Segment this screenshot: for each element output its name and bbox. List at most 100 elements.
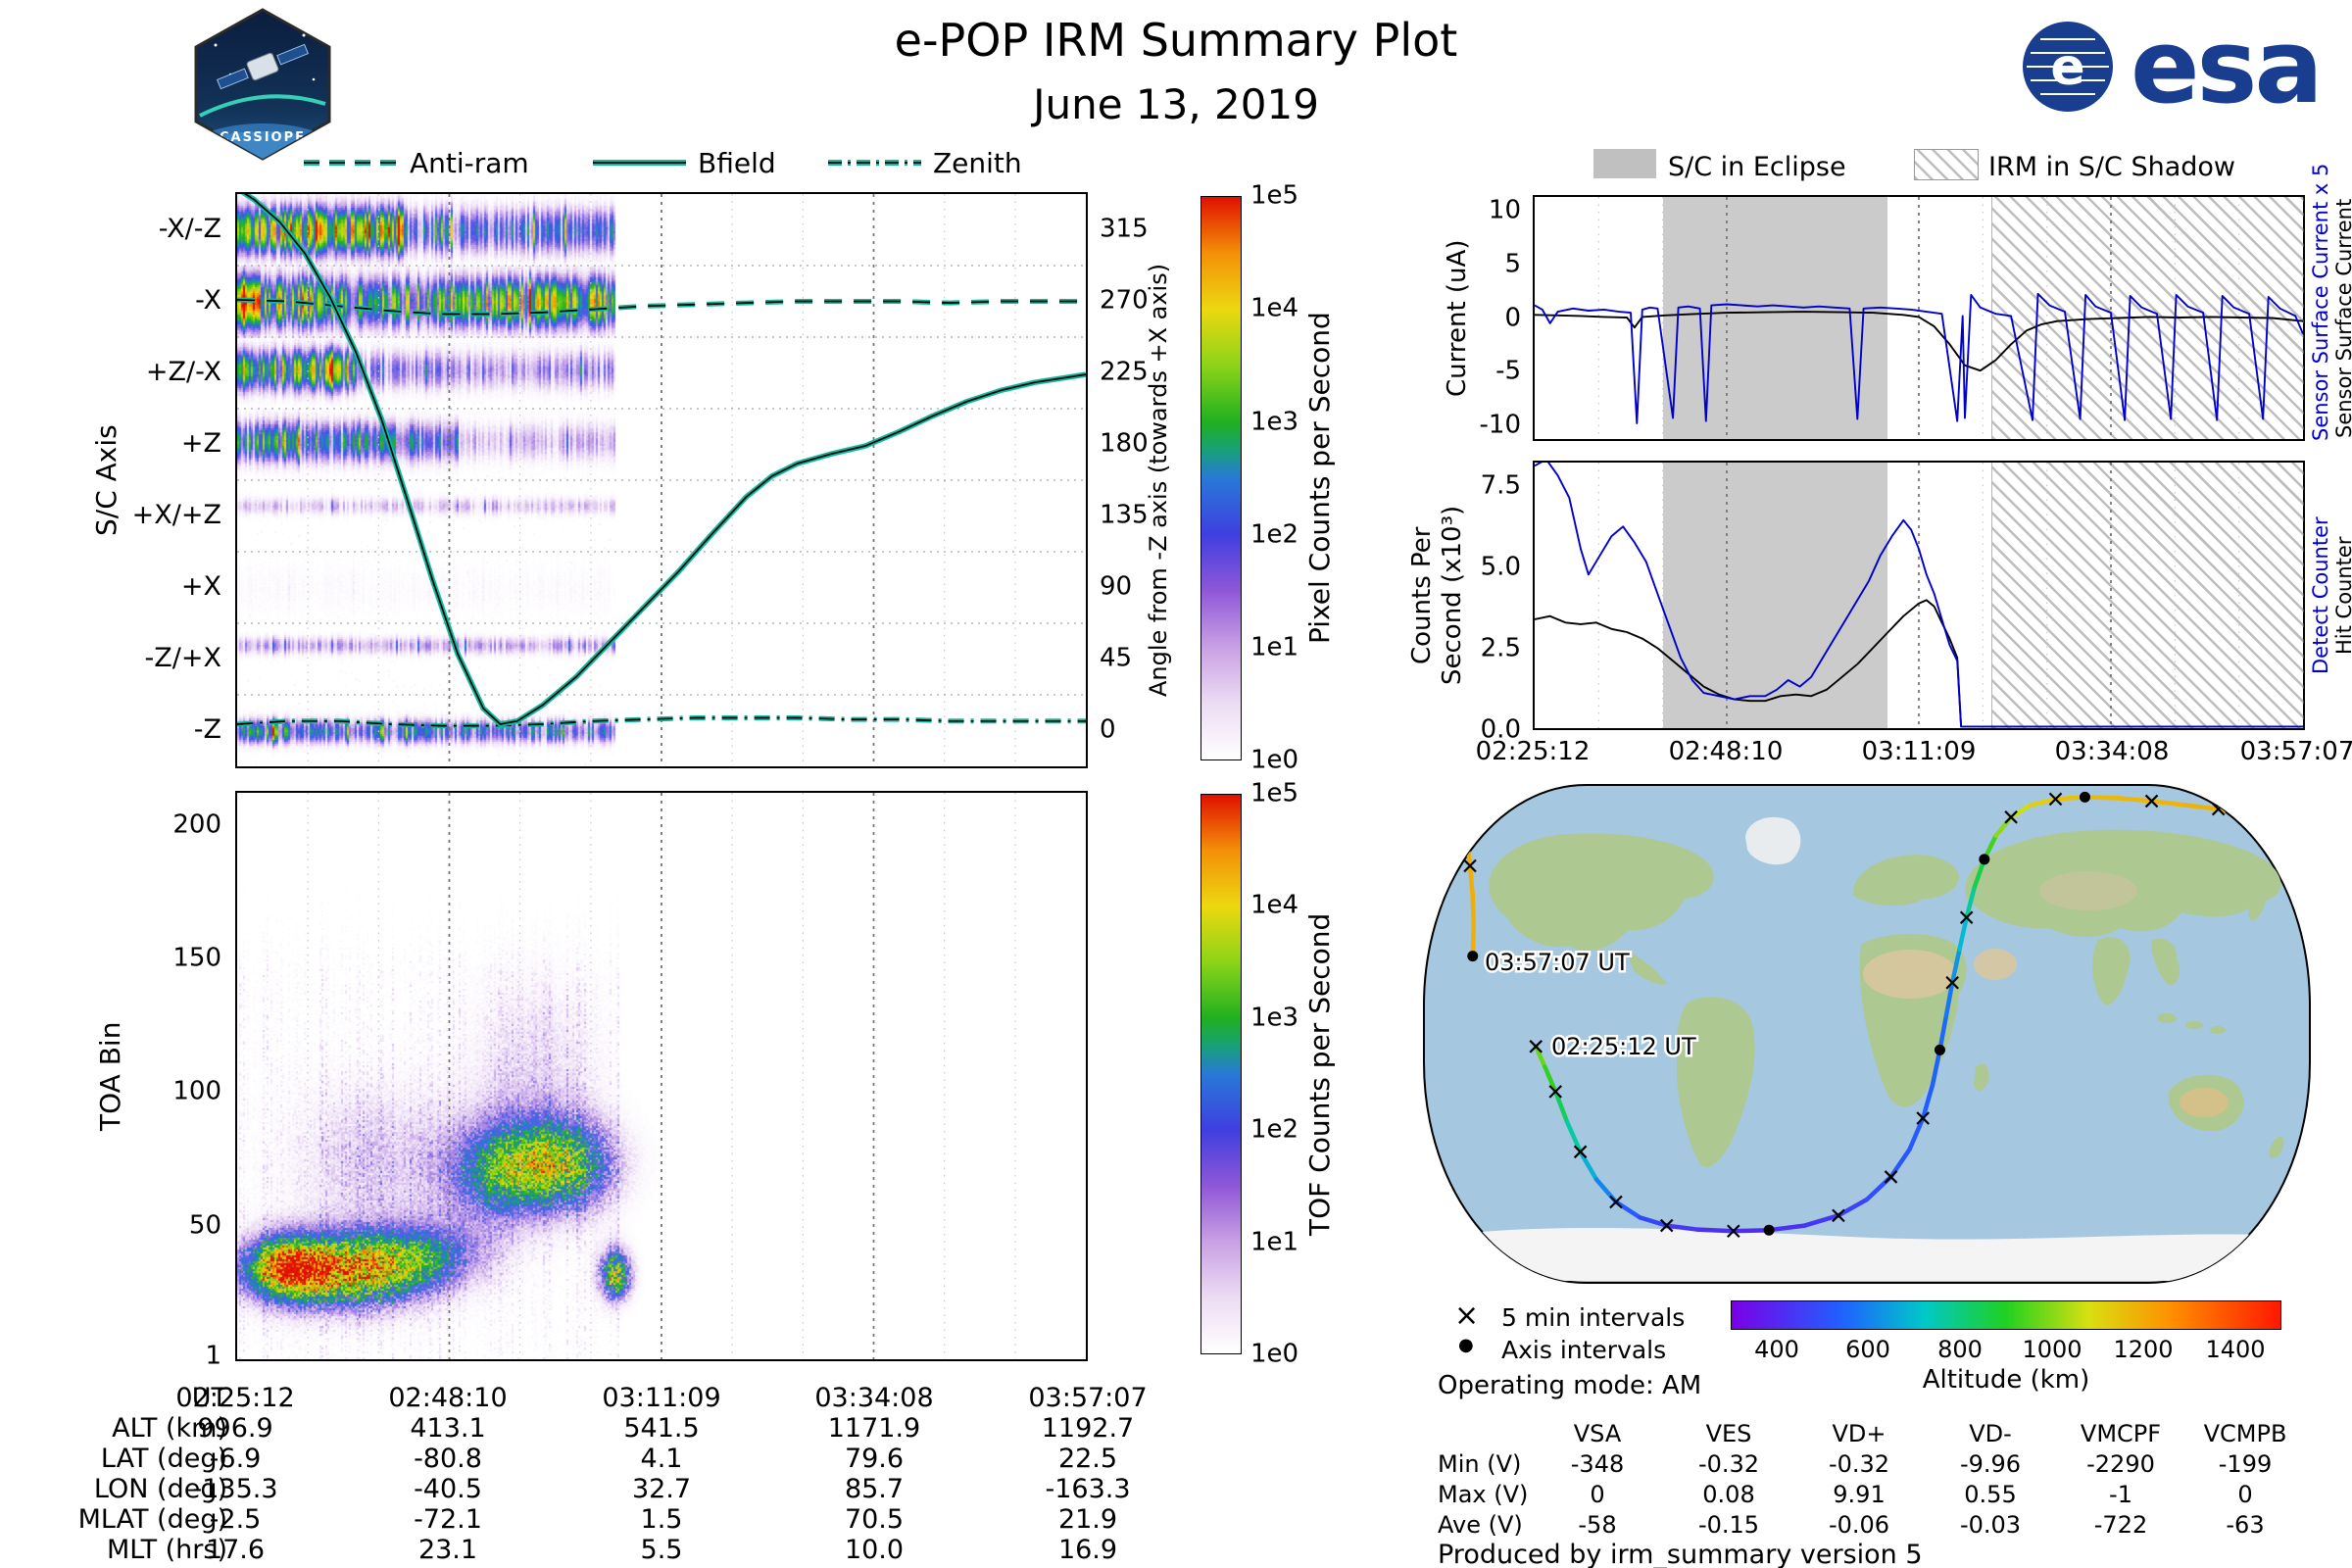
orbit-ground-track-map: 02:25:12 UT 03:57:07 UT (1423, 784, 2311, 1284)
voltage-cell: 0 (1590, 1481, 1605, 1508)
counts-ylabel-line1: Counts Per (1407, 526, 1437, 664)
esa-wordmark: esa (2131, 7, 2324, 126)
voltage-cell: -348 (1570, 1450, 1625, 1478)
ephemeris-cell: 02:48:10 (388, 1383, 508, 1413)
ephemeris-cell: 1171.9 (827, 1413, 921, 1444)
altitude-colorbar (1731, 1300, 2281, 1330)
ephemeris-cell: 21.9 (1057, 1504, 1118, 1535)
toa-tick: 200 (172, 809, 221, 840)
ephemeris-cell: 02:25:12 (175, 1383, 295, 1413)
altitude-tick: 600 (1845, 1336, 1890, 1363)
ephemeris-row-label: ALT (km) (112, 1413, 227, 1444)
axis-category-label: -Z (193, 714, 221, 746)
altitude-tick: 800 (1937, 1336, 1983, 1363)
shadow-legend-swatch (1914, 149, 1979, 180)
current-tick: -5 (1495, 356, 1521, 386)
axis-category-label: +Z/-X (145, 357, 221, 388)
ephemeris-row-label: LAT (deg) (100, 1444, 227, 1474)
sc-axis-spectrogram-panel (235, 192, 1088, 768)
eclipse-legend-swatch (1593, 149, 1656, 178)
voltage-cell: -0.32 (1828, 1450, 1890, 1478)
colorbar-tick: 1e1 (1250, 632, 1299, 662)
angle-tick: 270 (1100, 285, 1149, 316)
voltage-row-label: Ave (V) (1438, 1511, 1523, 1539)
ephemeris-cell: 22.5 (1057, 1444, 1118, 1474)
time-tick: 03:11:09 (1861, 737, 1977, 766)
ephemeris-cell: 413.1 (410, 1413, 486, 1444)
toa-tick: 50 (188, 1210, 221, 1241)
eclipse-legend-label: S/C in Eclipse (1668, 152, 1846, 182)
ephemeris-cell: -6.9 (209, 1444, 262, 1474)
ephemeris-cell: 17.6 (205, 1535, 266, 1565)
ephemeris-row-label: MLAT (deg) (77, 1504, 227, 1535)
current-traces (1535, 197, 2303, 439)
angle-tick: 135 (1100, 500, 1149, 530)
zenith-legend-line (828, 160, 921, 166)
ephemeris-cell: -72.1 (414, 1504, 482, 1535)
satellite-icon (216, 43, 310, 90)
ephemeris-cell: -40.5 (414, 1474, 482, 1504)
voltage-cell: -58 (1578, 1511, 1617, 1539)
orbit-end-label: 03:57:07 UT (1485, 949, 1630, 976)
ephemeris-cell: 03:57:07 (1028, 1383, 1148, 1413)
voltage-cell: -199 (2218, 1450, 2273, 1478)
axis-category-label: -X/-Z (158, 214, 221, 245)
voltage-cell: -0.03 (1959, 1511, 2022, 1539)
ephemeris-cell: 10.0 (844, 1535, 905, 1565)
voltage-cell: -9.96 (1959, 1450, 2022, 1478)
ephemeris-row-label: MLT (hrs) (106, 1535, 227, 1565)
altitude-colorbar-label: Altitude (km) (1922, 1365, 2090, 1395)
time-tick: 02:48:10 (1668, 737, 1784, 766)
ephemeris-cell: -80.8 (414, 1444, 482, 1474)
time-tick: 03:57:07 (2239, 737, 2352, 766)
voltage-cell: -722 (2093, 1511, 2148, 1539)
angle-tick: 0 (1100, 714, 1116, 745)
altitude-tick: 400 (1754, 1336, 1799, 1363)
counts-ylabel: Counts Per Second (x10³) (1407, 461, 1468, 730)
current-tick: -10 (1479, 410, 1521, 440)
shadow-band (1991, 463, 2304, 728)
hit-counter-label: Hit Counter (2332, 536, 2352, 655)
voltage-column-header: VMCPF (2080, 1420, 2162, 1447)
time-tick: 02:25:12 (1475, 737, 1591, 766)
colorbar-tick: 1e5 (1250, 180, 1299, 211)
five-min-intervals-label: 5 min intervals (1501, 1303, 1686, 1332)
ephemeris-cell: 541.5 (623, 1413, 700, 1444)
ephemeris-cell: 16.9 (1057, 1535, 1118, 1565)
current-tick: 10 (1488, 195, 1521, 225)
angle-tick: 90 (1100, 571, 1133, 602)
counts-tick: 2.5 (1480, 633, 1521, 663)
page-date: June 13, 2019 (1033, 80, 1319, 128)
cassiope-mission-patch: CASSIOPE (194, 8, 331, 161)
pixel-counts-colorbar (1200, 196, 1242, 760)
voltage-column-header: VSA (1573, 1420, 1622, 1447)
voltage-cell: 0.08 (1702, 1481, 1755, 1508)
voltage-column-header: VCMPB (2203, 1420, 2287, 1447)
colorbar-tick: 1e0 (1250, 745, 1299, 775)
ephemeris-cell: 70.5 (844, 1504, 905, 1535)
legend-zenith-label: Zenith (933, 147, 1022, 179)
sc-axis-ylabel: S/C Axis (90, 424, 122, 536)
ephemeris-cell: 23.1 (417, 1535, 478, 1565)
antiram-legend-line (304, 160, 397, 166)
voltage-column-header: VES (1705, 1420, 1752, 1447)
esa-logo: e esa (2019, 7, 2324, 126)
ephemeris-row-label: UT (191, 1383, 227, 1413)
cassiope-wordmark: CASSIOPE (220, 130, 306, 145)
colorbar-tick: 1e2 (1250, 519, 1299, 550)
pixel-counts-colorbar-label: Pixel Counts per Second (1303, 312, 1336, 645)
voltage-row-label: Max (V) (1438, 1481, 1529, 1508)
toa-tick: 100 (172, 1076, 221, 1106)
orbit-track (1455, 791, 2310, 1238)
ephemeris-row-label: LON (deg) (93, 1474, 227, 1504)
axis-category-label: -Z/+X (144, 643, 221, 674)
voltage-cell: -0.32 (1697, 1450, 1760, 1478)
time-tick: 03:34:08 (2054, 737, 2170, 766)
ephemeris-cell: 996.9 (197, 1413, 273, 1444)
toa-tick: 1 (205, 1341, 221, 1371)
ephemeris-cell: 1192.7 (1041, 1413, 1135, 1444)
shadow-legend-label: IRM in S/C Shadow (1988, 152, 2236, 182)
colorbar-tick: 1e2 (1250, 1114, 1299, 1145)
ephemeris-cell: 4.1 (640, 1444, 683, 1474)
